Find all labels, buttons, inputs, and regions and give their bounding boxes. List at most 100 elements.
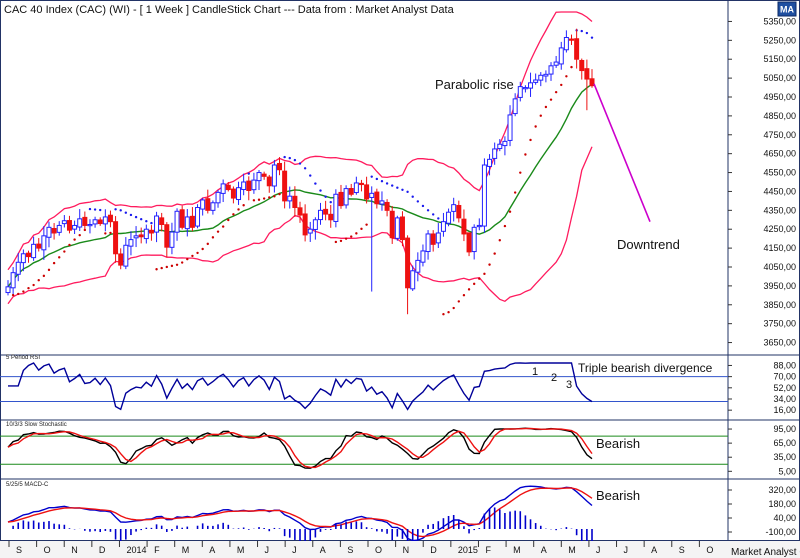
price-tick-label: 4250,00 [763, 224, 796, 234]
candle-body [266, 176, 272, 187]
sar-dot [391, 184, 394, 187]
sar-dot [560, 83, 563, 87]
sar-dot [170, 264, 174, 268]
sar-dot [437, 217, 440, 220]
sar-dot [365, 223, 368, 226]
sar-dot [139, 218, 143, 221]
price-tick-label: 3750,00 [763, 319, 796, 329]
candle-body [220, 183, 226, 194]
sar-dot [237, 208, 240, 211]
candle-body [553, 61, 559, 66]
candle-body [533, 79, 539, 83]
osc-tick-label: 35,00 [773, 452, 796, 462]
sar-dot [278, 192, 281, 196]
ma-badge[interactable]: MA [777, 1, 797, 17]
candle-body [66, 220, 72, 231]
osc-tick-label: 70,00 [773, 372, 796, 382]
sar-dot [329, 200, 332, 204]
x-tick-label: S [16, 545, 22, 555]
osc-tick-label: 320,00 [768, 485, 796, 495]
price-tick-label: 5350,00 [763, 16, 796, 26]
sar-dot [201, 247, 204, 251]
candle-body [563, 37, 569, 51]
sar-dot [355, 232, 358, 235]
osc-tick-label: 95,00 [773, 424, 796, 434]
candle-body [364, 184, 370, 200]
x-tick-label: J [292, 545, 297, 555]
candle-body [517, 86, 523, 98]
sar-dot [257, 198, 261, 201]
x-tick-label: O [375, 545, 382, 555]
candle-body [297, 207, 303, 216]
candle-body [36, 243, 42, 249]
x-tick-label: A [320, 545, 326, 555]
candle-body [343, 188, 349, 206]
sar-dot [63, 250, 66, 253]
divergence-label-1: 1 [532, 366, 538, 378]
sar-dot [303, 167, 307, 170]
price-tick-label: 4950,00 [763, 92, 796, 102]
stochastic-title: 10/3/3 Slow Stochastic [6, 422, 67, 428]
sar-dot [155, 268, 158, 271]
x-tick-label: S [679, 545, 685, 555]
sar-dot [298, 162, 302, 165]
candle-body [374, 191, 380, 205]
sar-dot [150, 221, 153, 225]
candle-body [292, 195, 298, 208]
x-tick-label: O [44, 545, 51, 555]
sar-dot [242, 204, 245, 207]
osc-tick-label: 40,00 [773, 513, 796, 523]
candle-body [97, 219, 103, 225]
candlesticks [5, 28, 595, 315]
macd-title: 5/25/5 MACD-C [6, 482, 49, 488]
x-tick-label: D [430, 545, 437, 555]
parabolic-sar [11, 29, 594, 316]
candle-body [323, 208, 329, 215]
sar-dot [196, 251, 199, 255]
candle-body [502, 140, 508, 147]
sar-dot [319, 189, 322, 192]
sar-dot [288, 156, 291, 160]
candle-body [200, 199, 206, 210]
candle-body [405, 237, 411, 289]
candle-body [46, 226, 52, 238]
price-tick-label: 5250,00 [763, 35, 796, 45]
sar-dot [309, 174, 312, 177]
sar-dot [503, 224, 507, 228]
sar-dot [22, 290, 25, 293]
candle-body [430, 233, 436, 245]
sar-dot [375, 177, 379, 181]
candle-body [497, 143, 503, 150]
candle-body [56, 224, 62, 233]
candle-body [241, 181, 247, 191]
candle-body [195, 207, 201, 227]
osc-tick-label: -100,00 [765, 527, 796, 537]
sar-dot [314, 182, 317, 185]
sar-dot [211, 236, 215, 239]
price-axis: 3650,00 3750,00 3850,00 3950,00 4050,00 4150,… [728, 16, 796, 348]
osc-tick-label: 88,00 [773, 360, 796, 370]
x-tick-label: D [99, 545, 106, 555]
candle-body [394, 217, 400, 239]
candle-body [353, 182, 359, 194]
sar-dot [585, 31, 589, 35]
ma-badge-label: MA [780, 5, 794, 15]
candle-body [118, 253, 124, 266]
candle-body [476, 224, 482, 228]
candle-body [574, 38, 580, 60]
candle-body [215, 191, 221, 204]
sar-dot [47, 268, 51, 272]
sar-dot [498, 239, 501, 242]
candle-body [584, 68, 590, 80]
annotation-stochastic-bearish: Bearish [596, 436, 640, 451]
candle-body [51, 228, 57, 234]
macd-panel: -100,00 40,00 180,00 320,00 [7, 485, 796, 550]
candle-body [435, 232, 441, 244]
sar-dot [360, 227, 363, 231]
sar-dot [534, 125, 537, 128]
candle-body [348, 188, 354, 195]
downtrend-arrow [593, 83, 651, 222]
osc-tick-label: 52,00 [773, 383, 796, 393]
sar-dot [27, 286, 30, 290]
sar-dot [519, 171, 522, 174]
